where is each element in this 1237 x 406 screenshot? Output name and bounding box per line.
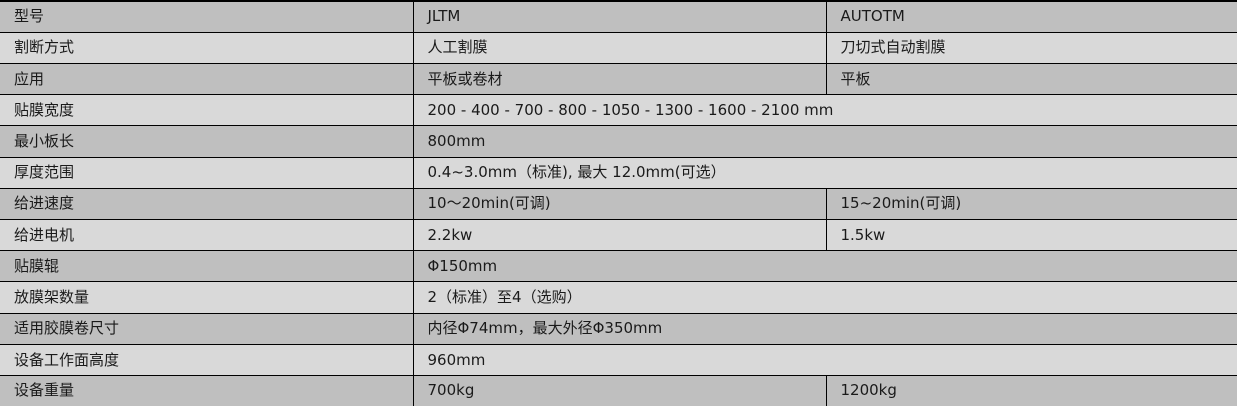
spec-label-cell: 设备重量 [0, 375, 414, 406]
spec-label-cell: 最小板长 [0, 125, 414, 158]
spec-label-cell: 给进电机 [0, 219, 414, 252]
spec-label-cell: 型号 [0, 0, 414, 33]
table-row: 厚度范围 0.4~3.0mm（标准), 最大 12.0mm(可选） [0, 156, 1237, 189]
spec-label-cell: 放膜架数量 [0, 281, 414, 314]
spec-value-shared-cell: 800mm [413, 125, 1237, 158]
spec-value-autotm-cell: 刀切式自动割膜 [826, 31, 1237, 64]
table-row: 贴膜辊 Φ150mm [0, 250, 1237, 283]
spec-label-cell: 应用 [0, 62, 414, 96]
table-row: 给进速度 10～20min(可调) 15~20min(可调) [0, 187, 1237, 221]
spec-value-jltm-cell: 700kg [413, 375, 827, 406]
spec-label-cell: 设备工作面高度 [0, 343, 414, 377]
spec-value-shared-cell: 2（标准）至4（选购） [413, 281, 1237, 314]
spec-value-autotm-cell: 15~20min(可调) [826, 187, 1237, 221]
spec-value-shared-cell: 内径Φ74mm，最大外径Φ350mm [413, 312, 1237, 345]
table-row: 放膜架数量 2（标准）至4（选购） [0, 281, 1237, 314]
spec-value-autotm-cell: 1200kg [826, 375, 1237, 406]
table-row: 设备重量 700kg 1200kg [0, 375, 1237, 406]
table-row: 型号 JLTM AUTOTM [0, 0, 1237, 33]
spec-value-autotm-cell: 1.5kw [826, 219, 1237, 252]
table-row: 割断方式 人工割膜 刀切式自动割膜 [0, 31, 1237, 64]
table-row: 应用 平板或卷材 平板 [0, 62, 1237, 96]
spec-label-cell: 贴膜辊 [0, 250, 414, 283]
table-row: 贴膜宽度 200 - 400 - 700 - 800 - 1050 - 1300 … [0, 94, 1237, 127]
table-row: 给进电机 2.2kw 1.5kw [0, 219, 1237, 252]
table-row: 适用胶膜卷尺寸 内径Φ74mm，最大外径Φ350mm [0, 312, 1237, 345]
spec-value-shared-cell: 200 - 400 - 700 - 800 - 1050 - 1300 - 16… [413, 94, 1237, 127]
spec-label-cell: 贴膜宽度 [0, 94, 414, 127]
table-row: 设备工作面高度 960mm [0, 343, 1237, 377]
spec-value-jltm-cell: JLTM [413, 0, 827, 33]
spec-value-jltm-cell: 10～20min(可调) [413, 187, 827, 221]
spec-value-autotm-cell: AUTOTM [826, 0, 1237, 33]
spec-value-jltm-cell: 2.2kw [413, 219, 827, 252]
spec-value-shared-cell: Φ150mm [413, 250, 1237, 283]
spec-label-cell: 适用胶膜卷尺寸 [0, 312, 414, 345]
table-row: 最小板长 800mm [0, 125, 1237, 158]
spec-label-cell: 给进速度 [0, 187, 414, 221]
spec-label-cell: 割断方式 [0, 31, 414, 64]
spec-value-shared-cell: 0.4~3.0mm（标准), 最大 12.0mm(可选） [413, 156, 1237, 189]
spec-value-jltm-cell: 人工割膜 [413, 31, 827, 64]
spec-value-shared-cell: 960mm [413, 343, 1237, 377]
spec-value-jltm-cell: 平板或卷材 [413, 62, 827, 96]
spec-value-autotm-cell: 平板 [826, 62, 1237, 96]
spec-label-cell: 厚度范围 [0, 156, 414, 189]
